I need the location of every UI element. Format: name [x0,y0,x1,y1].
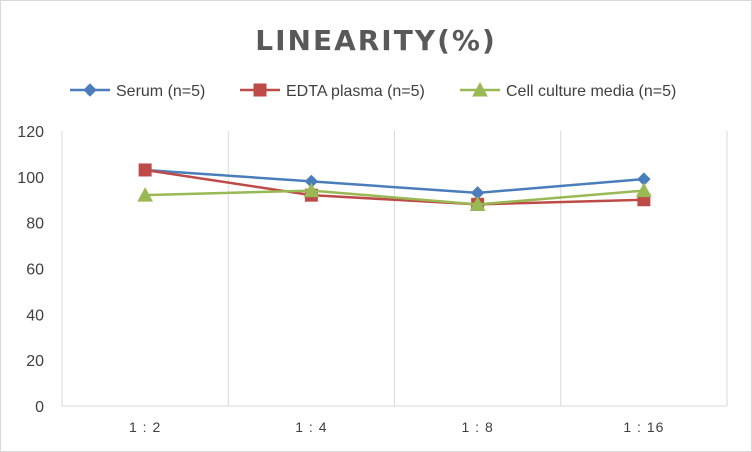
y-tick-label: 20 [26,353,44,370]
data-point [469,196,486,211]
legend-label: Cell culture media (n=5) [506,83,676,100]
y-tick-label: 120 [17,124,44,141]
y-axis: 0 20 40 60 80 100 120 [17,124,44,416]
y-tick-label: 80 [26,216,44,233]
grid [61,131,728,407]
legend-item: Serum (n=5) [70,83,205,100]
y-tick-label: 40 [26,307,44,324]
chart-title: LINEARITY(%) [255,24,497,57]
series-line [145,189,644,206]
data-point [303,182,320,198]
legend-item: Cell culture media (n=5) [460,81,676,100]
legend-label: EDTA plasma (n=5) [286,83,425,100]
y-tick-label: 0 [35,399,44,416]
x-tick-label: 1 : 2 [129,419,161,435]
x-tick-label: 1 : 4 [295,419,327,435]
legend-marker [83,83,97,97]
legend: Serum (n=5) EDTA plasma (n=5) Cell culture… [70,81,676,100]
series-line [145,168,644,195]
data-point [138,163,152,177]
x-tick-label: 1 : 8 [462,419,494,435]
series-layer [137,163,652,211]
x-tick-label: 1 : 16 [623,419,664,435]
data-point [137,187,153,202]
legend-marker [253,83,267,97]
series-line [144,168,644,206]
legend-item: EDTA plasma (n=5) [240,83,425,100]
series-2 [137,182,652,211]
y-tick-label: 100 [17,170,44,187]
legend-marker [472,81,488,97]
y-tick-label: 60 [26,262,44,279]
x-axis: 1 : 2 1 : 4 1 : 8 1 : 16 [129,419,664,435]
data-point [636,182,652,198]
legend-label: Serum (n=5) [116,83,205,100]
